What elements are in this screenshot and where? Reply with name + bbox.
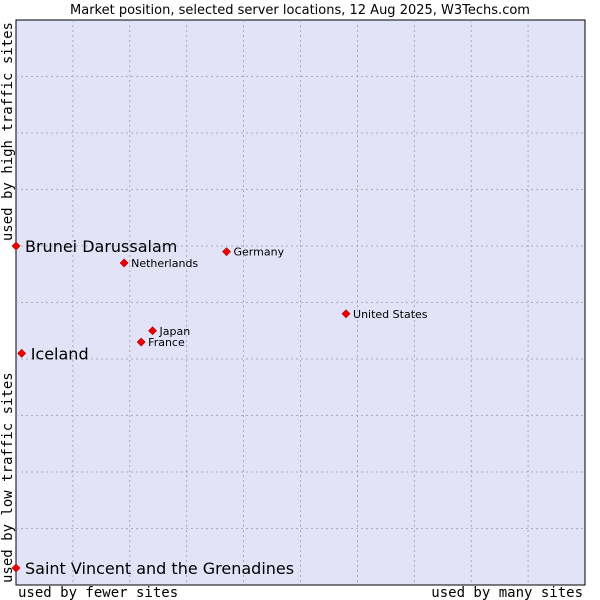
- data-point-group: Brunei Darussalam: [11, 237, 177, 256]
- data-point-group: Germany: [222, 246, 285, 259]
- data-point-group: France: [136, 336, 185, 349]
- data-point-label: Netherlands: [131, 257, 198, 270]
- data-point-group: United States: [341, 308, 428, 321]
- data-point-label: United States: [353, 308, 428, 321]
- data-point-marker: [136, 337, 146, 347]
- data-point-marker: [148, 326, 157, 336]
- data-point-group: Japan: [148, 325, 191, 338]
- data-point-marker: [17, 348, 27, 358]
- data-point-marker: [11, 563, 21, 573]
- grid: [16, 20, 585, 585]
- data-point-group: Saint Vincent and the Grenadines: [11, 559, 294, 578]
- data-point-label: Iceland: [31, 344, 89, 363]
- x-axis-label-left: used by fewer sites: [18, 585, 178, 600]
- data-point-label: Germany: [234, 246, 285, 259]
- data-point-group: Netherlands: [119, 257, 198, 270]
- data-point-marker: [119, 258, 129, 268]
- data-point-label: France: [148, 336, 185, 349]
- data-points: Brunei Darussalam Iceland Saint Vincent an…: [11, 237, 428, 578]
- data-point-group: Iceland: [17, 344, 89, 363]
- x-axis-label-right: used by many sites: [431, 585, 583, 600]
- data-point-label: Saint Vincent and the Grenadines: [25, 559, 294, 578]
- chart-title: Market position, selected server locatio…: [70, 3, 530, 18]
- data-point-marker: [11, 241, 21, 251]
- data-point-marker: [341, 309, 351, 319]
- data-point-label: Brunei Darussalam: [25, 237, 177, 256]
- data-point-label: Japan: [159, 325, 191, 338]
- y-axis-label-bottom: used by low traffic sites: [0, 372, 16, 583]
- y-axis-label-top: used by high traffic sites: [0, 22, 16, 241]
- data-point-marker: [222, 247, 231, 257]
